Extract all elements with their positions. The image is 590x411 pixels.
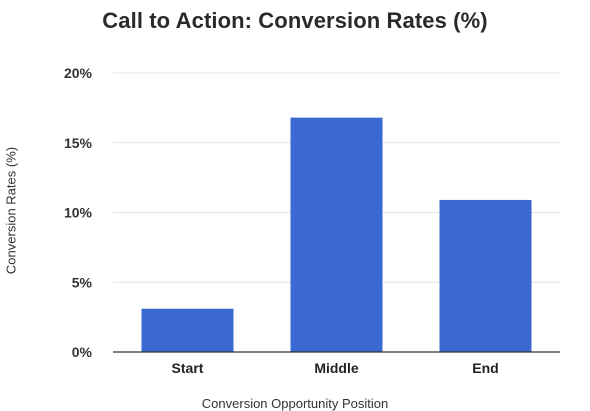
y-tick-label: 0% <box>72 344 93 360</box>
bar-middle <box>290 117 383 352</box>
y-tick-label: 10% <box>64 205 93 221</box>
y-tick-label: 5% <box>72 274 93 290</box>
chart-title: Call to Action: Conversion Rates (%) <box>102 8 488 33</box>
x-tick-label: Middle <box>314 360 359 376</box>
x-axis-title: Conversion Opportunity Position <box>201 396 389 411</box>
bar-start <box>141 308 234 352</box>
x-tick-label: End <box>472 360 498 376</box>
bar-end <box>439 199 532 352</box>
y-tick-label: 20% <box>64 65 93 81</box>
x-tick-label: Start <box>172 360 204 376</box>
y-tick-label: 15% <box>64 135 93 151</box>
